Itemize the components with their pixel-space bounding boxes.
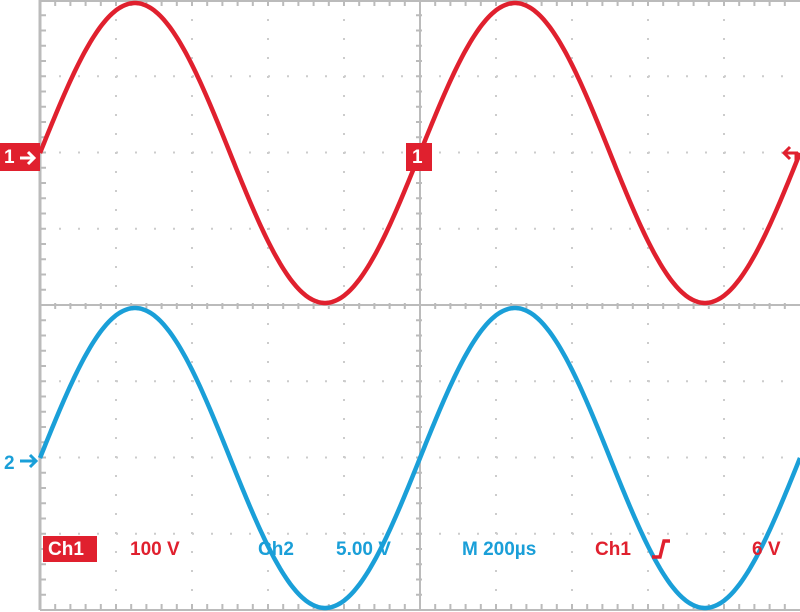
ch2-label: Ch2 [258,539,294,560]
status-bar: Ch1 100 V Ch2 5.00 V M 200µs Ch1 6 V [43,536,781,562]
trigger-level: 6 V [752,539,781,560]
trigger-marker-bg [406,143,432,171]
channel-2-waveform [37,305,800,611]
marker-arrow [20,453,39,469]
trigger-edge-icon [652,539,670,559]
ch1-label-bg [43,536,97,562]
timebase: M 200µs [462,539,536,560]
channel-1-marker: 1 [4,147,15,168]
channel-2-marker: 2 [4,453,15,474]
ch1-scale: 100 V [130,539,180,560]
graticule [38,0,800,611]
marker-arrow [20,150,37,166]
ch2-scale: 5.00 V [336,539,391,560]
trigger-level-arrow [781,145,798,162]
trigger-marker: 1 [412,147,423,168]
ch1-label: Ch1 [48,539,84,560]
trigger-source: Ch1 [595,539,631,560]
